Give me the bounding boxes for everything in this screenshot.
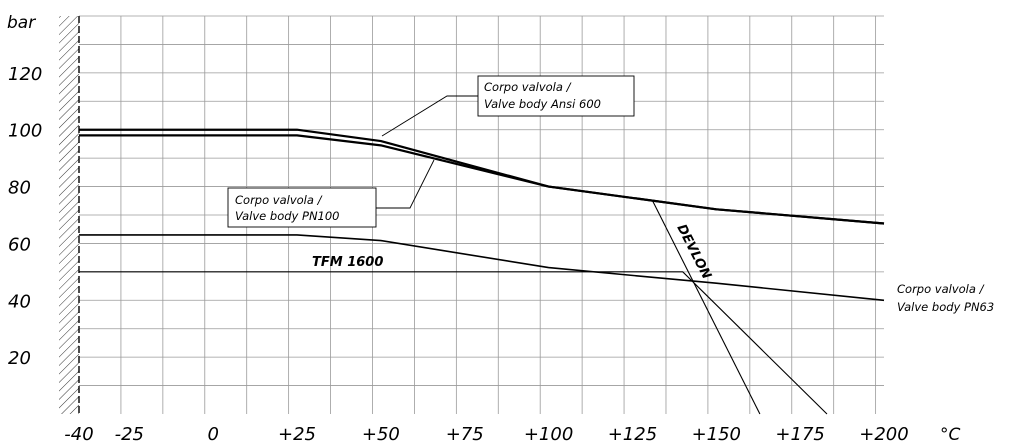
y-tick-label: 60	[8, 234, 31, 255]
annotation-pn63: Corpo valvola / Valve body PN63	[897, 282, 994, 314]
y-tick-label: 80	[8, 178, 31, 199]
x-tick-label: +175	[775, 424, 824, 445]
series-line-4	[652, 200, 761, 415]
label-tfm1600: TFM 1600	[312, 255, 383, 270]
x-tick-label: +75	[446, 424, 484, 445]
series-line-0	[79, 128, 885, 225]
annotation-ansi600: Corpo valvola / Valve body Ansi 600	[381, 75, 635, 137]
y-unit-label: bar	[7, 13, 36, 33]
annotation-ansi600-line2: Valve body Ansi 600	[484, 97, 601, 111]
annotation-pn100-line2: Valve body PN100	[235, 209, 340, 223]
y-tick-label: 100	[8, 121, 42, 142]
x-tick-label: 0	[207, 424, 218, 445]
y-tick-label: 20	[8, 348, 31, 369]
x-tick-label: +50	[362, 424, 400, 445]
annotation-pn100-box	[227, 187, 377, 228]
x-unit-label: °C	[940, 425, 961, 445]
x-tick-labels: -40 -25 0 +25 +50 +75 +100 +125 +150 +175 +200	[64, 424, 908, 445]
x-tick-label: +150	[692, 424, 741, 445]
annotation-pn100: Corpo valvola / Valve body PN100	[227, 159, 435, 228]
y-tick-label: 120	[8, 64, 42, 85]
x-tick-label: +125	[608, 424, 657, 445]
series-line-2	[79, 234, 885, 302]
annotation-pn100-leader	[376, 159, 435, 209]
series-line-1	[79, 134, 885, 225]
annotation-ansi600-line1: Corpo valvola /	[484, 80, 572, 94]
series-line-3	[79, 271, 828, 415]
annotation-ansi600-leader	[381, 95, 478, 137]
series	[79, 128, 885, 415]
x-tick-label: +100	[524, 424, 573, 445]
low-temperature-limit-hatch	[59, 16, 79, 414]
y-tick-label: 40	[8, 291, 31, 312]
x-tick-label: -40	[64, 424, 93, 445]
annotation-ansi600-box	[477, 75, 635, 117]
y-tick-labels: 20 40 60 80 100 120	[8, 64, 42, 369]
x-tick-label: +200	[859, 424, 908, 445]
annotation-pn63-line2: Valve body PN63	[897, 300, 994, 314]
annotation-pn63-line1: Corpo valvola /	[897, 282, 985, 296]
annotation-pn100-line1: Corpo valvola /	[235, 193, 323, 207]
x-tick-label: +25	[278, 424, 316, 445]
x-tick-label: -25	[115, 424, 144, 445]
